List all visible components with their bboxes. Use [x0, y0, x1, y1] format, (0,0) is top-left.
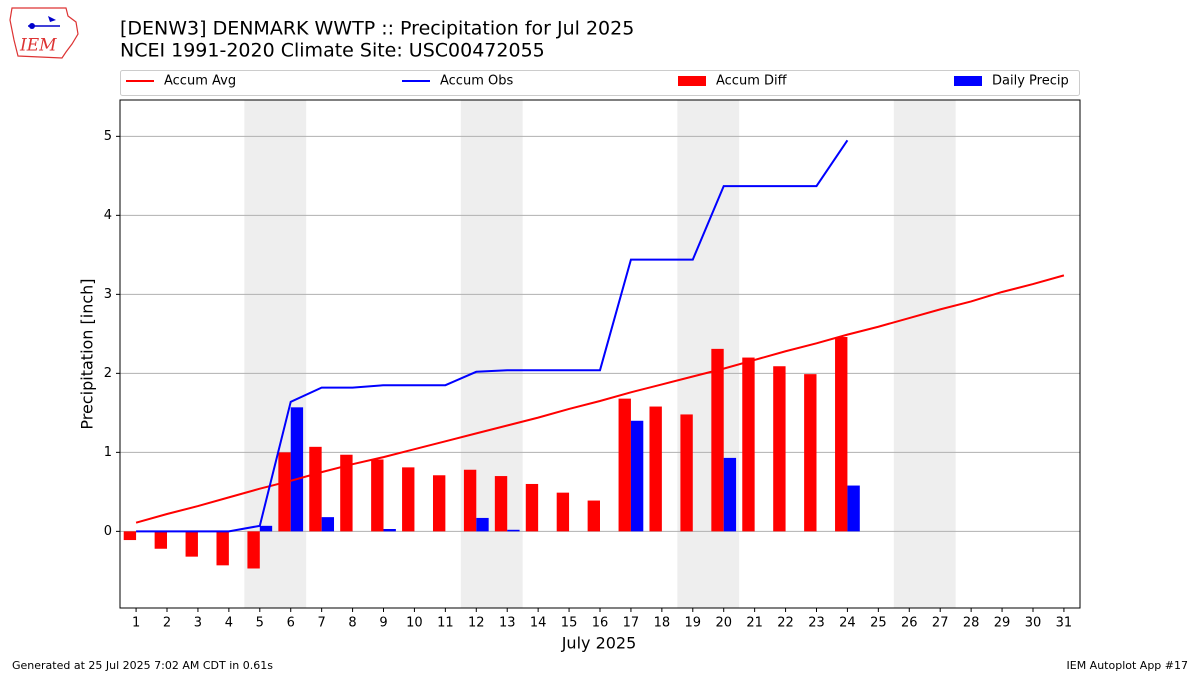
- bar: [278, 452, 291, 532]
- bar: [711, 348, 724, 532]
- y-axis-label: Precipitation [inch]: [78, 278, 97, 429]
- bar: [402, 467, 415, 532]
- bar: [247, 531, 260, 569]
- bar: [847, 485, 860, 532]
- x-tick-label: 2: [163, 616, 171, 631]
- x-tick-label: 26: [901, 616, 918, 631]
- legend-label: Accum Avg: [164, 74, 236, 89]
- bar: [259, 525, 273, 532]
- bar: [649, 406, 662, 532]
- bar: [463, 469, 477, 532]
- bar: [309, 446, 322, 532]
- chart-subtitle: NCEI 1991-2020 Climate Site: USC00472055: [120, 40, 545, 62]
- bar: [618, 398, 631, 532]
- bar: [290, 407, 304, 532]
- legend-label: Accum Diff: [716, 74, 788, 89]
- weekend-shade: [893, 100, 956, 608]
- x-tick-label: 29: [994, 616, 1011, 631]
- bar: [123, 531, 137, 541]
- x-tick-label: 23: [808, 616, 825, 631]
- x-tick-label: 13: [499, 616, 516, 631]
- x-tick-label: 5: [256, 616, 264, 631]
- y-tick-label: 0: [104, 524, 112, 539]
- x-tick-label: 10: [406, 616, 423, 631]
- bar: [154, 531, 168, 549]
- x-tick-label: 8: [348, 616, 356, 631]
- bar: [525, 483, 539, 532]
- legend-label: Daily Precip: [992, 74, 1069, 89]
- bar: [773, 366, 786, 532]
- y-tick-label: 4: [104, 208, 112, 223]
- x-tick-label: 20: [715, 616, 732, 631]
- bar: [432, 475, 446, 532]
- bar: [371, 459, 384, 532]
- x-tick-label: 9: [379, 616, 387, 631]
- x-tick-label: 7: [318, 616, 326, 631]
- y-tick-label: 1: [104, 445, 112, 460]
- bar: [835, 337, 848, 532]
- chart-title: [DENW3] DENMARK WWTP :: Precipitation fo…: [120, 18, 634, 40]
- bar: [494, 476, 508, 532]
- x-tick-label: 16: [592, 616, 609, 631]
- bar: [340, 454, 353, 532]
- bar: [383, 528, 396, 532]
- logo: IEM: [9, 7, 79, 59]
- x-tick-label: 28: [963, 616, 980, 631]
- x-tick-label: 3: [194, 616, 202, 631]
- legend-label: Accum Obs: [440, 74, 513, 89]
- x-tick-label: 1: [132, 616, 140, 631]
- bar: [556, 492, 570, 532]
- y-tick-label: 2: [104, 366, 112, 381]
- bar: [507, 529, 520, 532]
- bar: [742, 357, 755, 532]
- x-tick-label: 18: [654, 616, 671, 631]
- x-tick-label: 21: [746, 616, 763, 631]
- y-tick-label: 3: [104, 287, 112, 302]
- line: [135, 274, 1065, 524]
- x-tick-label: 30: [1025, 616, 1042, 631]
- logo-text: IEM: [19, 36, 57, 56]
- bar: [587, 500, 600, 532]
- bar: [804, 374, 817, 532]
- x-tick-label: 27: [932, 616, 949, 631]
- bar: [476, 517, 489, 532]
- legend-swatch: [954, 76, 982, 86]
- bar: [185, 531, 198, 557]
- footer-left: Generated at 25 Jul 2025 7:02 AM CDT in …: [12, 659, 273, 672]
- line: [136, 139, 849, 533]
- x-tick-label: 17: [623, 616, 640, 631]
- x-tick-label: 11: [437, 616, 454, 631]
- bar: [321, 517, 335, 532]
- x-tick-label: 15: [561, 616, 578, 631]
- x-tick-label: 22: [777, 616, 794, 631]
- footer-right: IEM Autoplot App #17: [1067, 659, 1189, 672]
- bar: [630, 420, 644, 532]
- legend-swatch: [678, 76, 706, 86]
- bar: [723, 457, 737, 532]
- bar: [680, 414, 693, 532]
- bar: [216, 531, 229, 566]
- x-tick-label: 19: [685, 616, 702, 631]
- x-tick-label: 31: [1056, 616, 1073, 631]
- y-tick-label: 5: [104, 129, 112, 144]
- x-tick-label: 12: [468, 616, 485, 631]
- x-tick-label: 4: [225, 616, 233, 631]
- plot-frame: [119, 99, 1081, 609]
- x-tick-label: 24: [839, 616, 856, 631]
- x-tick-label: 6: [287, 616, 295, 631]
- legend-box: [120, 70, 1080, 96]
- x-axis-label: July 2025: [561, 634, 637, 653]
- x-tick-label: 14: [530, 616, 547, 631]
- x-tick-label: 25: [870, 616, 887, 631]
